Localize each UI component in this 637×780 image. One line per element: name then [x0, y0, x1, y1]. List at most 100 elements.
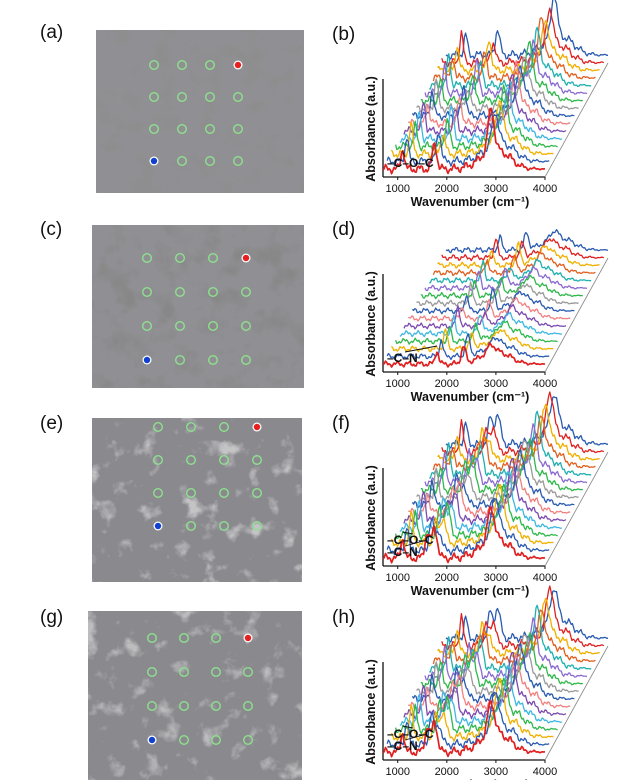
spot-marker — [146, 667, 157, 678]
spot-marker — [242, 701, 253, 712]
depth-axis — [544, 451, 609, 567]
spectrum-series-line — [411, 65, 575, 121]
chart-panel-label: (d) — [332, 219, 355, 240]
spot-marker — [210, 633, 221, 644]
spectrum-series-line — [416, 281, 579, 307]
spot-marker-dot — [234, 61, 242, 69]
spot-marker — [251, 455, 262, 466]
x-tick-label: 3000 — [484, 572, 508, 584]
photo-panel-c: (c) — [40, 219, 304, 388]
spot-marker — [207, 287, 218, 298]
spot-marker — [178, 735, 189, 746]
x-tick-label: 1000 — [385, 766, 409, 778]
spot-marker — [185, 455, 196, 466]
spectrum-series-line — [411, 449, 575, 510]
spot-marker — [204, 91, 215, 102]
spot-marker-dot — [154, 522, 162, 530]
spot-marker — [218, 521, 229, 532]
spectrum-series-line — [420, 438, 583, 495]
peak-annotation: –C–N — [387, 545, 418, 559]
spectrum-series-line — [445, 0, 609, 60]
spot-marker — [152, 422, 163, 433]
spot-marker-dot — [242, 254, 250, 262]
spot-marker — [152, 455, 163, 466]
chart-panel-label: (b) — [332, 24, 355, 45]
x-axis-label: Wavenumber (cm⁻¹) — [411, 390, 530, 404]
spot-marker — [251, 488, 262, 499]
chart-panel-label: (h) — [332, 607, 355, 628]
spot-marker — [148, 91, 159, 102]
x-tick-label: 4000 — [533, 766, 557, 778]
spot-marker — [218, 422, 229, 433]
spot-marker — [204, 60, 215, 71]
spot-marker — [242, 667, 253, 678]
spot-marker — [204, 123, 215, 134]
spot-marker-dot — [253, 423, 261, 431]
spot-marker — [141, 321, 152, 332]
spot-marker — [210, 701, 221, 712]
chart-panel-label: (f) — [332, 413, 350, 434]
x-tick-label: 3000 — [484, 766, 508, 778]
y-axis-label: Absorbance (a.u.) — [364, 271, 378, 377]
spectrum-series-line — [394, 320, 558, 345]
spot-marker — [141, 252, 152, 263]
spectrum-series-line — [437, 20, 600, 76]
depth-axis — [544, 257, 609, 373]
spot-marker — [178, 633, 189, 644]
spot-marker — [207, 252, 218, 263]
spot-marker — [251, 521, 262, 532]
spectrum-series-line — [382, 107, 546, 175]
photo-panel-e: (e) — [40, 413, 302, 582]
spot-grid-a — [148, 60, 243, 166]
spectrum-series-line — [386, 691, 550, 750]
spot-marker — [176, 91, 187, 102]
spot-marker — [240, 287, 251, 298]
spot-grid-g — [146, 633, 253, 746]
x-axis-label: Wavenumber (cm⁻¹) — [411, 778, 530, 780]
annotation-leader-line — [404, 733, 428, 741]
peak-annotation: –C–N — [387, 739, 418, 753]
spot-marker — [146, 701, 157, 712]
x-tick-label: 1000 — [385, 183, 409, 195]
spot-marker — [178, 701, 189, 712]
spectrum-series-line — [420, 274, 583, 300]
spectrum-series-line — [399, 311, 563, 338]
spectrum-series-line — [399, 471, 563, 533]
spectrum-series-line — [390, 328, 554, 353]
x-tick-label: 1000 — [385, 572, 409, 584]
spot-marker — [218, 455, 229, 466]
spectrum-series-line — [382, 342, 546, 368]
spot-marker — [176, 60, 187, 71]
x-tick-label: 2000 — [435, 378, 459, 390]
spot-marker — [174, 321, 185, 332]
spectrum-series-line — [429, 258, 592, 284]
panel-label-a: (a) — [40, 22, 63, 43]
spectrum-series-line — [408, 296, 571, 323]
x-tick-label: 2000 — [435, 572, 459, 584]
spot-marker — [185, 422, 196, 433]
spot-marker-dot — [143, 356, 151, 364]
x-axis-label: Wavenumber (cm⁻¹) — [411, 195, 530, 209]
x-axis-label: Wavenumber (cm⁻¹) — [411, 584, 530, 598]
y-axis-label: Absorbance (a.u.) — [364, 659, 378, 765]
spot-marker — [210, 735, 221, 746]
spectrum-series-line — [394, 84, 558, 152]
depth-axis — [544, 62, 609, 178]
spectrum-series-line — [390, 100, 554, 159]
y-axis-label: Absorbance (a.u.) — [364, 465, 378, 571]
photo-texture-g — [88, 611, 302, 780]
spot-marker — [204, 155, 215, 166]
spot-marker — [207, 321, 218, 332]
x-tick-label: 4000 — [533, 572, 557, 584]
peak-annotation: –C–O–C — [387, 727, 434, 741]
panel-label-g: (g) — [40, 607, 63, 628]
spot-marker — [185, 521, 196, 532]
spot-marker — [148, 123, 159, 134]
spectrum-series-line — [399, 87, 563, 144]
photo-panel-a: (a) — [40, 22, 304, 193]
spot-grid-c — [141, 252, 251, 366]
spot-marker — [148, 60, 159, 71]
